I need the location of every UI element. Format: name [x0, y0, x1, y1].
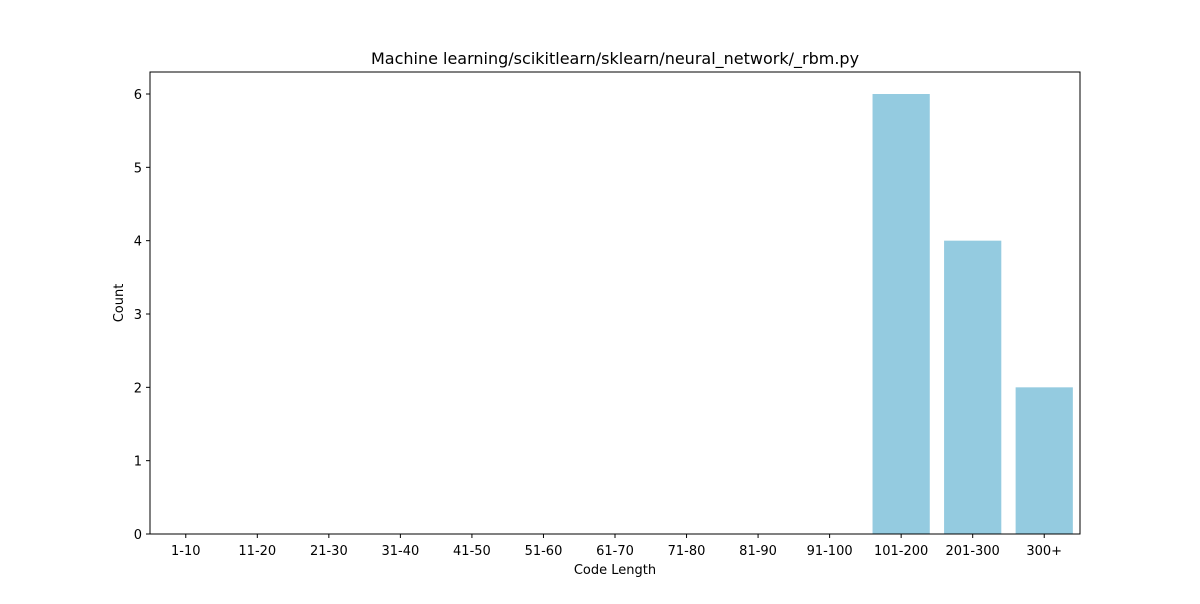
x-axis-ticks: 1-10 11-20 21-30 31-40 41-50 51-60 61-70 71-80 8…	[171, 534, 1062, 559]
bar-300+	[1015, 387, 1073, 534]
x-tick-label: 11-20	[238, 544, 276, 559]
x-tick-label: 21-30	[310, 544, 348, 559]
y-tick-label: 5	[134, 161, 142, 176]
x-tick-label: 91-100	[807, 544, 853, 559]
y-tick-label: 6	[134, 88, 142, 103]
x-tick-label: 71-80	[668, 544, 706, 559]
x-tick-label: 101-200	[874, 544, 928, 559]
y-axis-ticks: 0 1 2 3 4 5 6	[134, 88, 150, 543]
bar-201-300	[944, 240, 1002, 534]
y-tick-label: 1	[134, 455, 142, 470]
y-axis-label: Count	[112, 284, 127, 323]
x-tick-label: 41-50	[453, 544, 491, 559]
x-tick-label: 300+	[1026, 544, 1062, 559]
bars-layer	[872, 94, 1073, 534]
bar-101-200	[872, 94, 930, 534]
x-tick-label: 31-40	[381, 544, 419, 559]
x-tick-label: 201-300	[946, 544, 1000, 559]
y-tick-label: 3	[134, 308, 142, 323]
x-tick-label: 51-60	[525, 544, 563, 559]
chart-title: Machine learning/scikitlearn/sklearn/neu…	[371, 49, 859, 69]
y-tick-label: 0	[134, 528, 142, 543]
y-tick-label: 4	[134, 235, 142, 250]
x-tick-label: 81-90	[739, 544, 777, 559]
x-tick-label: 61-70	[596, 544, 634, 559]
plot-frame	[149, 71, 1081, 535]
y-tick-label: 2	[134, 381, 142, 396]
x-tick-label: 1-10	[171, 544, 201, 559]
x-axis-label: Code Length	[574, 563, 656, 578]
